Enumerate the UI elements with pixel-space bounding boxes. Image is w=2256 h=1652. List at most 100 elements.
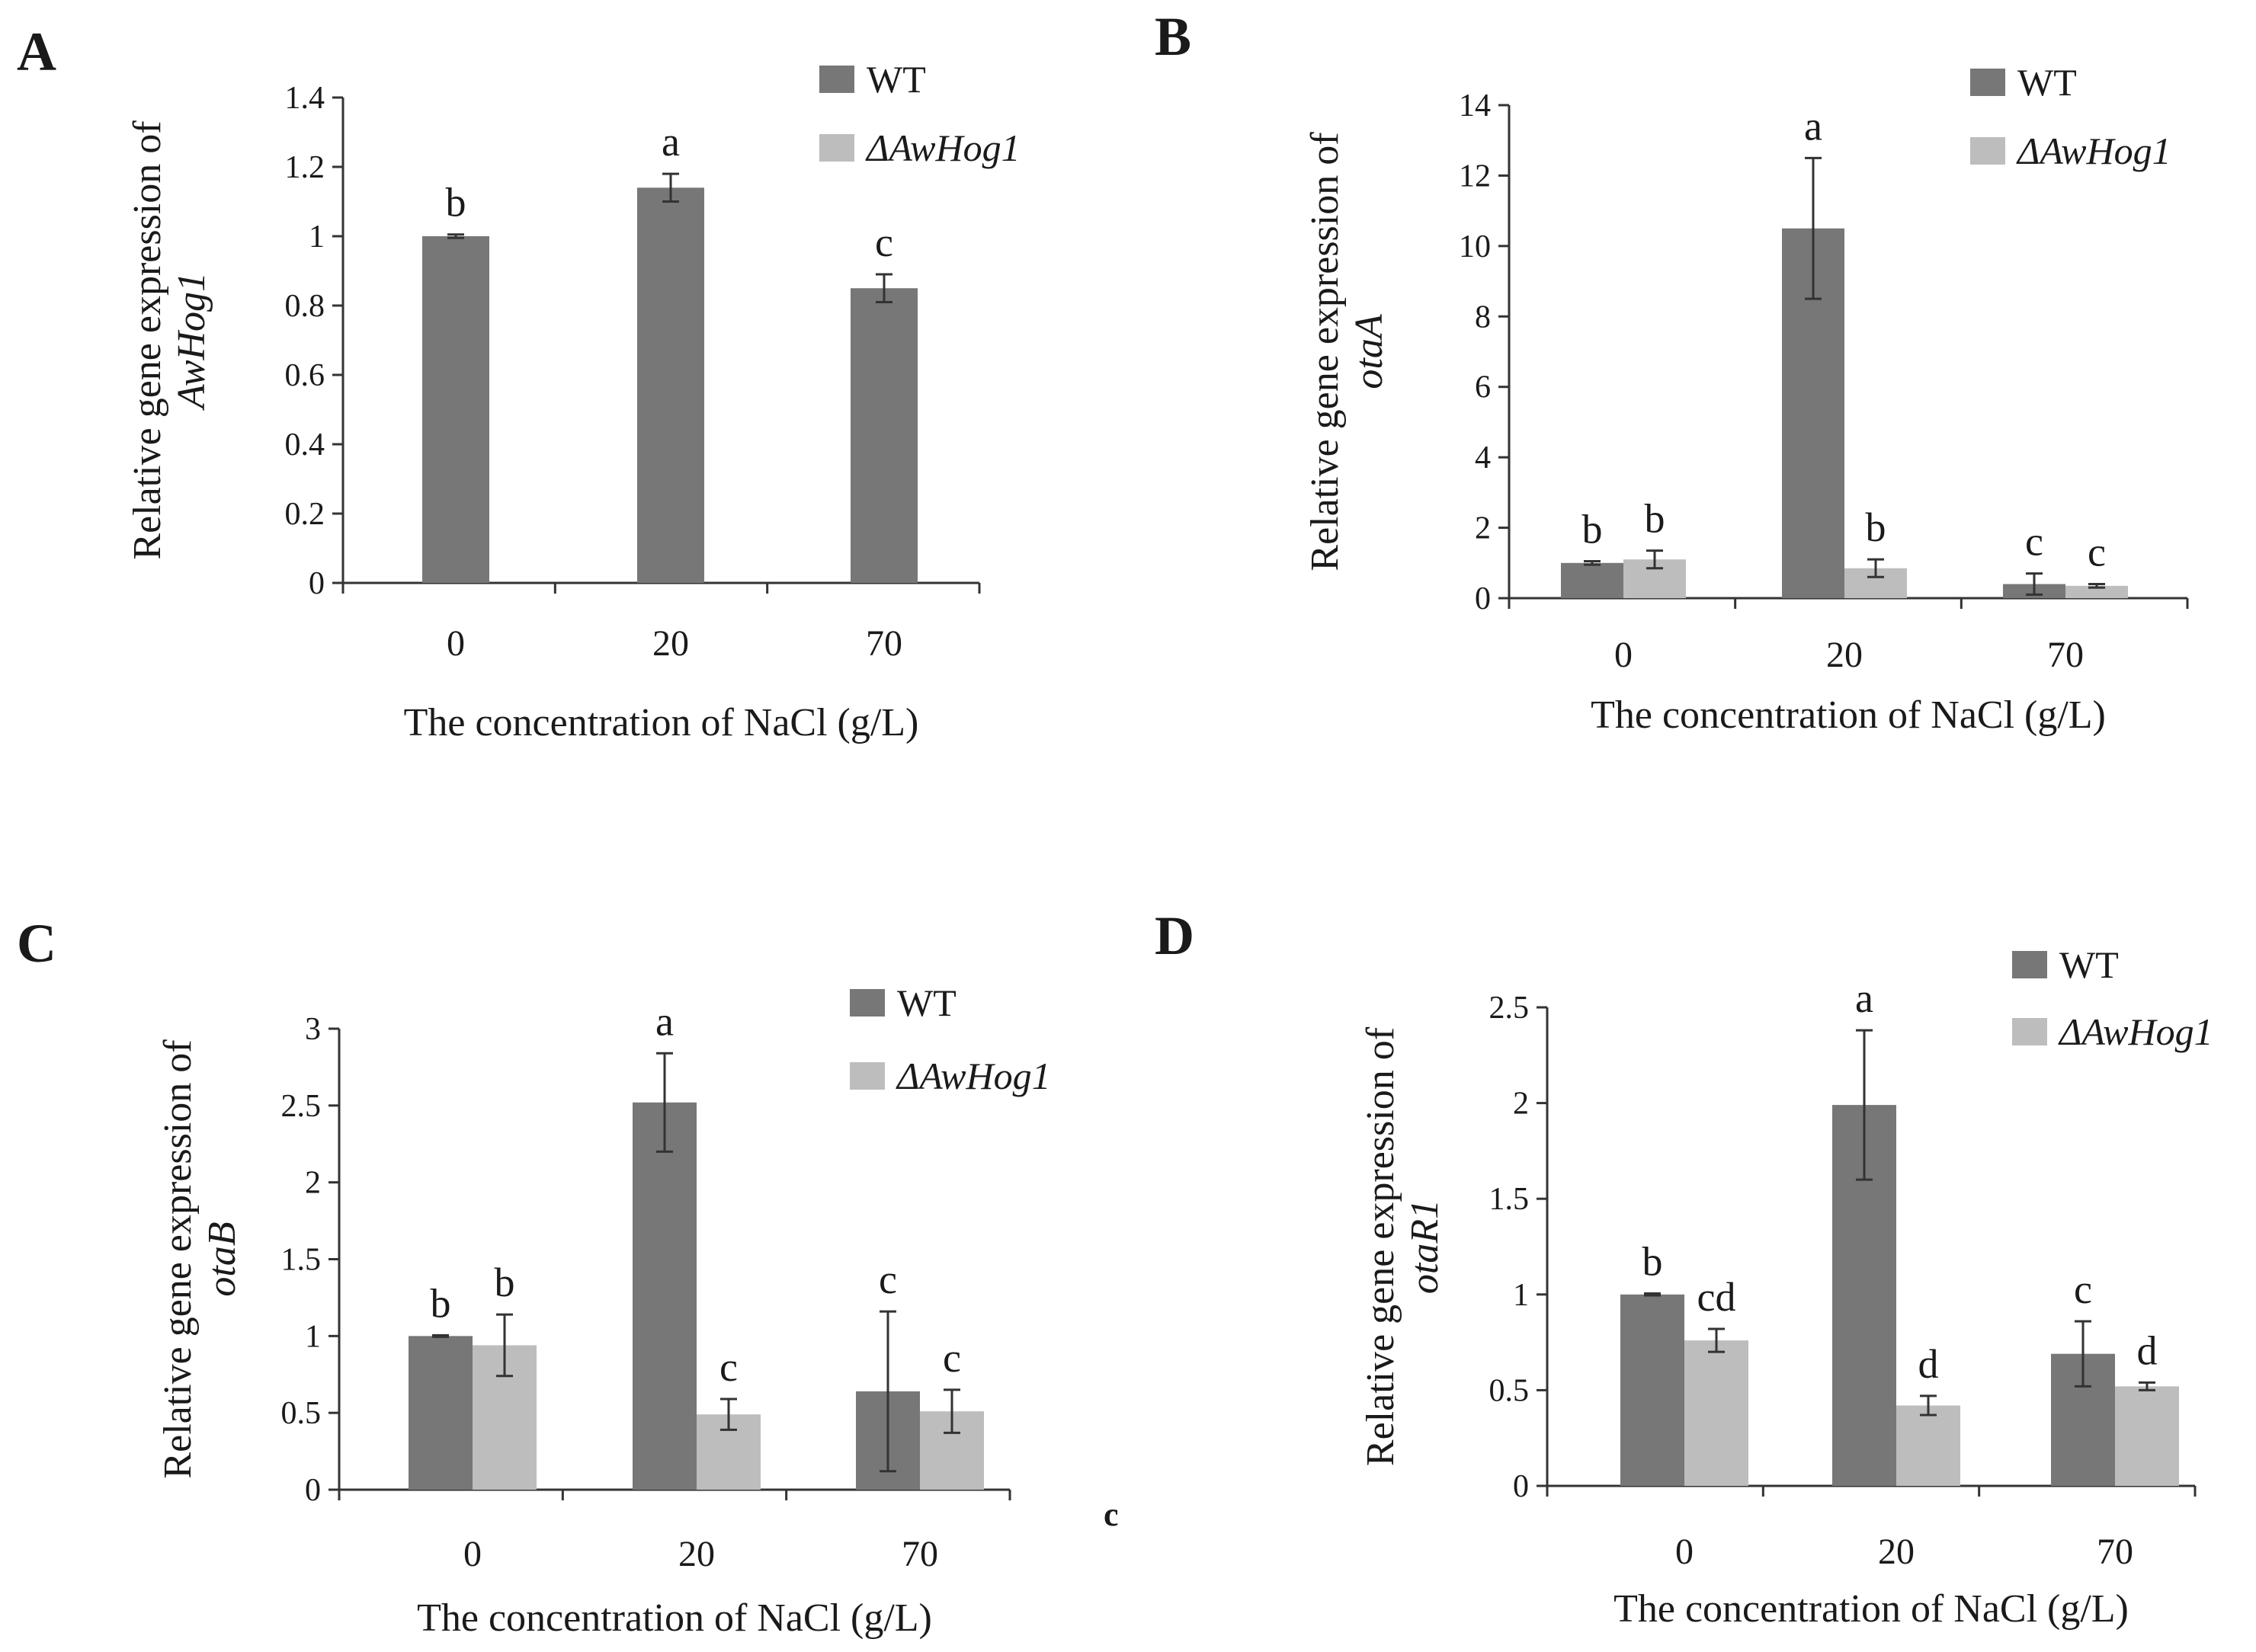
significance-label: c: [875, 219, 893, 265]
panel-letter: D: [1155, 905, 1194, 966]
y-tick-label: 1.5: [1489, 1182, 1530, 1217]
y-tick-label: 0: [1513, 1469, 1529, 1504]
y-tick-label: 8: [1475, 299, 1491, 335]
y-tick-label: 0.5: [281, 1396, 322, 1431]
y-tick-label: 0: [1475, 581, 1491, 616]
significance-label: cd: [1697, 1274, 1736, 1320]
y-tick-label: 3: [305, 1012, 321, 1047]
significance-label: b: [495, 1260, 515, 1305]
y-tick-label: 14: [1459, 88, 1491, 123]
significance-label: c: [2088, 530, 2106, 575]
y-axis-title: Relative gene expression of: [126, 120, 169, 560]
legend-label: WT: [2017, 61, 2077, 104]
y-tick-label: 0: [309, 566, 325, 601]
x-tick-label: 70: [2047, 635, 2084, 675]
y-tick-label: 2: [1475, 511, 1491, 546]
legend-swatch-mutant: [1970, 137, 2005, 165]
y-tick-label: 0.2: [285, 497, 325, 532]
significance-label: c: [943, 1335, 961, 1381]
x-tick-label: 0: [1675, 1532, 1694, 1572]
y-tick-label: 2.5: [281, 1089, 322, 1124]
significance-label: a: [662, 119, 680, 165]
y-axis-title: Relative gene expression of: [1303, 132, 1347, 571]
legend-label: ΔAwHog1: [2058, 1010, 2213, 1053]
legend-label: ΔAwHog1: [865, 126, 1021, 169]
bar-wt: [1561, 562, 1623, 598]
y-tick-label: 0.4: [285, 427, 325, 463]
legend-label: ΔAwHog1: [896, 1055, 1051, 1097]
x-axis-title: The concentration of NaCl (g/L): [1591, 693, 2106, 737]
y-tick-label: 6: [1475, 370, 1491, 405]
y-axis-gene-name: AwHog1: [170, 272, 213, 411]
chart-panel-a: A 0 0.2 0.4 0.6 0.8 1 1.2 1.4 0 20 70 The concentrat…: [17, 21, 1021, 744]
y-tick-label: 1: [305, 1319, 321, 1354]
y-tick-label: 2: [1513, 1087, 1529, 1122]
x-tick-label: 70: [902, 1534, 938, 1574]
bar-wt: [422, 236, 489, 583]
significance-label: d: [1918, 1341, 1939, 1387]
x-tick-label: 0: [463, 1534, 482, 1574]
significance-label: b: [431, 1280, 451, 1326]
chart-panel-c: C 0 0.5 1 1.5 2 2.5 3 0 20 70 The concentration of …: [17, 913, 1051, 1640]
y-tick-label: 0.5: [1489, 1373, 1530, 1408]
legend-swatch-wt: [819, 66, 854, 93]
significance-label: b: [446, 180, 466, 226]
significance-label: a: [1804, 103, 1822, 149]
y-axis-gene-name: otaR1: [1403, 1199, 1447, 1294]
y-axis-title: Relative gene expression of: [1359, 1026, 1402, 1466]
significance-label: c: [2074, 1266, 2092, 1312]
legend-label: WT: [2059, 943, 2119, 986]
x-tick-label: 20: [678, 1534, 715, 1574]
legend-swatch-mutant: [819, 134, 854, 162]
bar-mutant: [1684, 1340, 1748, 1486]
significance-label: b: [1582, 506, 1603, 552]
y-axis-gene-name: otaB: [200, 1221, 244, 1296]
legend-swatch-wt: [1970, 69, 2005, 96]
y-tick-label: 0.8: [285, 289, 325, 324]
panel-letter: A: [17, 21, 56, 82]
x-tick-label: 70: [866, 623, 902, 664]
y-tick-label: 10: [1459, 229, 1491, 264]
significance-label: c: [719, 1344, 738, 1390]
bar-mutant: [1896, 1405, 1960, 1486]
chart-panel-d: D 0 0.5 1 1.5 2 2.5 0 20 70 The concentration of N…: [1155, 905, 2213, 1631]
y-tick-label: 2: [305, 1166, 321, 1201]
y-tick-label: 2.5: [1489, 991, 1530, 1026]
y-axis-gene-name: otaA: [1348, 314, 1391, 389]
legend-label: WT: [897, 981, 957, 1024]
y-tick-label: 12: [1459, 158, 1491, 194]
y-tick-label: 0.6: [285, 358, 325, 393]
bar-wt: [633, 1102, 697, 1490]
legend-label: ΔAwHog1: [2016, 130, 2171, 172]
y-tick-label: 1: [309, 219, 325, 255]
bar-mutant: [2115, 1386, 2179, 1486]
significance-label: b: [1642, 1239, 1663, 1285]
x-tick-label: 0: [447, 623, 465, 664]
y-axis-title: Relative gene expression of: [156, 1039, 200, 1479]
x-tick-label: 20: [652, 623, 689, 664]
panel-letter: B: [1155, 6, 1191, 67]
panel-letter: C: [17, 913, 56, 974]
chart-panel-b: B 0 2 4 6 8 10 12 14 0 20 70 The concentration of Na…: [1155, 6, 2189, 737]
bar-mutant: [2065, 585, 2128, 598]
stray-mark: c: [1104, 1496, 1119, 1533]
significance-label: b: [1866, 504, 1886, 550]
bar-wt: [851, 288, 918, 583]
x-axis-title: The concentration of NaCl (g/L): [417, 1596, 932, 1640]
legend-swatch-wt: [850, 989, 885, 1016]
x-tick-label: 20: [1826, 635, 1863, 675]
y-tick-label: 1.4: [285, 81, 325, 116]
x-tick-label: 70: [2097, 1532, 2133, 1572]
y-tick-label: 1: [1513, 1278, 1529, 1313]
legend-swatch-mutant: [850, 1062, 885, 1090]
significance-label: b: [1645, 496, 1665, 542]
legend-label: WT: [867, 58, 926, 101]
x-axis-title: The concentration of NaCl (g/L): [404, 701, 919, 744]
bar-wt: [1620, 1294, 1684, 1486]
y-tick-label: 1.2: [285, 150, 325, 185]
significance-label: c: [879, 1257, 897, 1302]
y-tick-label: 4: [1475, 440, 1491, 475]
x-tick-label: 20: [1878, 1532, 1915, 1572]
x-tick-label: 0: [1614, 635, 1633, 675]
legend-swatch-mutant: [2012, 1018, 2047, 1045]
